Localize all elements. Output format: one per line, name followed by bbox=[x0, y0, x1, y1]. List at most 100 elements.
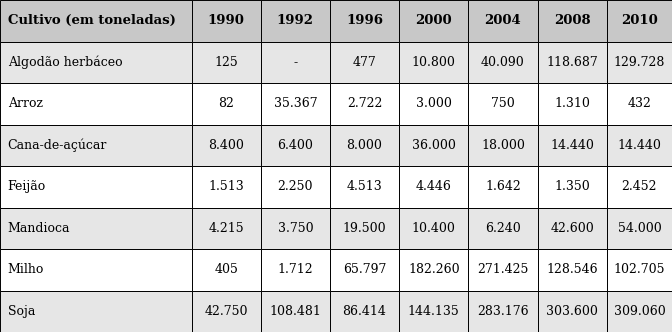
Text: 14.440: 14.440 bbox=[618, 139, 661, 152]
Text: 102.705: 102.705 bbox=[614, 263, 665, 276]
Text: 1.642: 1.642 bbox=[485, 180, 521, 193]
Text: 125: 125 bbox=[214, 56, 238, 69]
Text: 2000: 2000 bbox=[415, 14, 452, 27]
Text: 309.060: 309.060 bbox=[614, 305, 665, 318]
Bar bbox=[468, 208, 538, 249]
Bar bbox=[538, 290, 607, 332]
Bar bbox=[330, 0, 399, 42]
Text: 2.722: 2.722 bbox=[347, 97, 382, 110]
Bar bbox=[0, 166, 192, 208]
Text: Cana-de-açúcar: Cana-de-açúcar bbox=[7, 138, 107, 152]
Text: Algodão herbáceo: Algodão herbáceo bbox=[7, 55, 122, 69]
Bar bbox=[468, 166, 538, 208]
Text: 3.000: 3.000 bbox=[416, 97, 452, 110]
Bar bbox=[538, 124, 607, 166]
Bar bbox=[261, 166, 330, 208]
Text: 10.800: 10.800 bbox=[412, 56, 456, 69]
Bar bbox=[468, 42, 538, 83]
Bar bbox=[330, 83, 399, 124]
Text: 2010: 2010 bbox=[621, 14, 658, 27]
Bar bbox=[607, 208, 672, 249]
Text: 42.750: 42.750 bbox=[204, 305, 248, 318]
Bar bbox=[399, 124, 468, 166]
Bar bbox=[607, 166, 672, 208]
Bar bbox=[607, 249, 672, 290]
Text: Feijão: Feijão bbox=[7, 180, 46, 193]
Bar bbox=[261, 290, 330, 332]
Text: 129.728: 129.728 bbox=[614, 56, 665, 69]
Bar bbox=[192, 83, 261, 124]
Text: 2004: 2004 bbox=[485, 14, 521, 27]
Bar bbox=[0, 42, 192, 83]
Text: 4.446: 4.446 bbox=[416, 180, 452, 193]
Bar bbox=[468, 249, 538, 290]
Text: 432: 432 bbox=[628, 97, 651, 110]
Text: 6.400: 6.400 bbox=[278, 139, 313, 152]
Bar bbox=[468, 124, 538, 166]
Text: 283.176: 283.176 bbox=[477, 305, 529, 318]
Bar bbox=[538, 83, 607, 124]
Text: 19.500: 19.500 bbox=[343, 222, 386, 235]
Bar bbox=[330, 208, 399, 249]
Text: 40.090: 40.090 bbox=[481, 56, 525, 69]
Text: 271.425: 271.425 bbox=[477, 263, 529, 276]
Bar bbox=[192, 42, 261, 83]
Bar bbox=[399, 0, 468, 42]
Text: Soja: Soja bbox=[7, 305, 35, 318]
Bar bbox=[192, 249, 261, 290]
Bar bbox=[0, 290, 192, 332]
Text: 477: 477 bbox=[353, 56, 376, 69]
Text: 3.750: 3.750 bbox=[278, 222, 313, 235]
Text: 6.240: 6.240 bbox=[485, 222, 521, 235]
Bar bbox=[399, 42, 468, 83]
Bar bbox=[468, 290, 538, 332]
Text: 8.000: 8.000 bbox=[347, 139, 382, 152]
Bar bbox=[261, 42, 330, 83]
Text: 303.600: 303.600 bbox=[546, 305, 598, 318]
Text: -: - bbox=[293, 56, 298, 69]
Bar bbox=[538, 208, 607, 249]
Text: 144.135: 144.135 bbox=[408, 305, 460, 318]
Bar bbox=[330, 42, 399, 83]
Bar bbox=[399, 166, 468, 208]
Text: 14.440: 14.440 bbox=[550, 139, 594, 152]
Bar bbox=[538, 42, 607, 83]
Text: 4.513: 4.513 bbox=[347, 180, 382, 193]
Text: 1.350: 1.350 bbox=[554, 180, 590, 193]
Bar bbox=[192, 124, 261, 166]
Text: 182.260: 182.260 bbox=[408, 263, 460, 276]
Bar bbox=[468, 0, 538, 42]
Bar bbox=[330, 290, 399, 332]
Text: Cultivo (em toneladas): Cultivo (em toneladas) bbox=[7, 14, 175, 27]
Bar bbox=[399, 208, 468, 249]
Text: 35.367: 35.367 bbox=[274, 97, 317, 110]
Text: Arroz: Arroz bbox=[7, 97, 42, 110]
Bar bbox=[607, 290, 672, 332]
Text: 4.215: 4.215 bbox=[208, 222, 244, 235]
Bar bbox=[607, 83, 672, 124]
Bar bbox=[0, 124, 192, 166]
Bar bbox=[399, 249, 468, 290]
Text: 118.687: 118.687 bbox=[546, 56, 598, 69]
Bar bbox=[538, 166, 607, 208]
Text: 18.000: 18.000 bbox=[481, 139, 525, 152]
Text: 54.000: 54.000 bbox=[618, 222, 661, 235]
Text: 42.600: 42.600 bbox=[550, 222, 594, 235]
Text: 10.400: 10.400 bbox=[412, 222, 456, 235]
Text: 108.481: 108.481 bbox=[269, 305, 321, 318]
Bar bbox=[261, 124, 330, 166]
Bar bbox=[538, 249, 607, 290]
Bar bbox=[192, 166, 261, 208]
Text: 36.000: 36.000 bbox=[412, 139, 456, 152]
Bar bbox=[192, 208, 261, 249]
Text: 1.310: 1.310 bbox=[554, 97, 590, 110]
Bar bbox=[330, 166, 399, 208]
Text: Mandioca: Mandioca bbox=[7, 222, 70, 235]
Text: 2.250: 2.250 bbox=[278, 180, 313, 193]
Text: 86.414: 86.414 bbox=[343, 305, 386, 318]
Bar bbox=[399, 83, 468, 124]
Bar bbox=[399, 290, 468, 332]
Text: 2.452: 2.452 bbox=[622, 180, 657, 193]
Bar bbox=[538, 0, 607, 42]
Bar bbox=[330, 124, 399, 166]
